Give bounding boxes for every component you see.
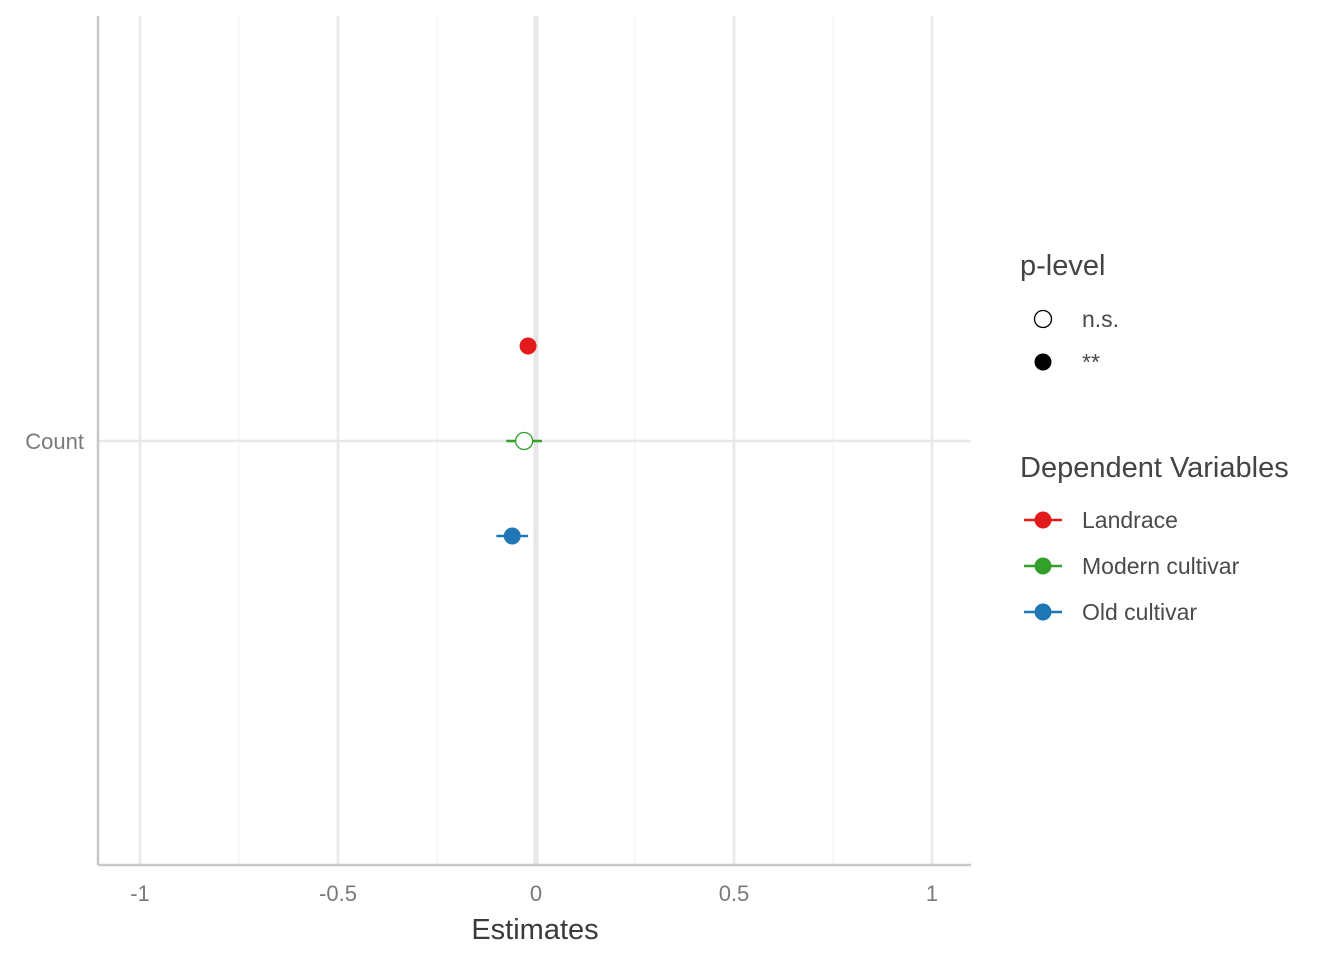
legend-key-symbol [1033,309,1053,329]
legend-p-level: p-level n.s. ** [1020,250,1119,375]
y-tick-label: Count [25,429,84,454]
legend-dependent-variables-title: Dependent Variables [1020,452,1289,484]
legend-dependent-variables: Dependent Variables Landrace Modern culti… [1020,452,1289,625]
legend-item-label: ** [1082,349,1100,375]
estimate-point [503,527,521,545]
estimate-point [519,337,537,355]
y-tick-labels: Count [25,429,84,454]
legend-key-symbol [1034,511,1052,529]
x-tick-label: -0.5 [319,881,357,906]
legend-p-level-items: n.s. ** [1033,306,1119,375]
legend-item-label: Old cultivar [1082,599,1197,625]
x-tick-label: 0.5 [719,881,750,906]
legend-item-label: Landrace [1082,507,1178,533]
legend-dependent-variables-items: Landrace Modern cultivar Old cultivar [1024,507,1240,625]
x-tick-label: 1 [926,881,938,906]
legend-key-symbol [1034,603,1052,621]
legend-key-symbol [1034,557,1052,575]
estimate-point [514,431,534,451]
legend-item-label: n.s. [1082,306,1119,332]
legend-p-level-title: p-level [1020,250,1105,282]
estimate-marks [496,337,542,545]
x-tick-label: -1 [130,881,150,906]
legend-key-symbol [1034,353,1052,371]
x-axis-title: Estimates [471,914,598,946]
x-tick-labels: -1 -0.5 0 0.5 1 [130,881,938,906]
legend-item-label: Modern cultivar [1082,553,1240,579]
x-tick-label: 0 [530,881,542,906]
